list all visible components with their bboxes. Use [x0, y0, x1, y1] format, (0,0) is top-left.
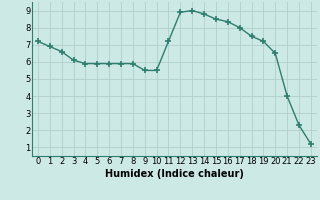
X-axis label: Humidex (Indice chaleur): Humidex (Indice chaleur) — [105, 169, 244, 179]
